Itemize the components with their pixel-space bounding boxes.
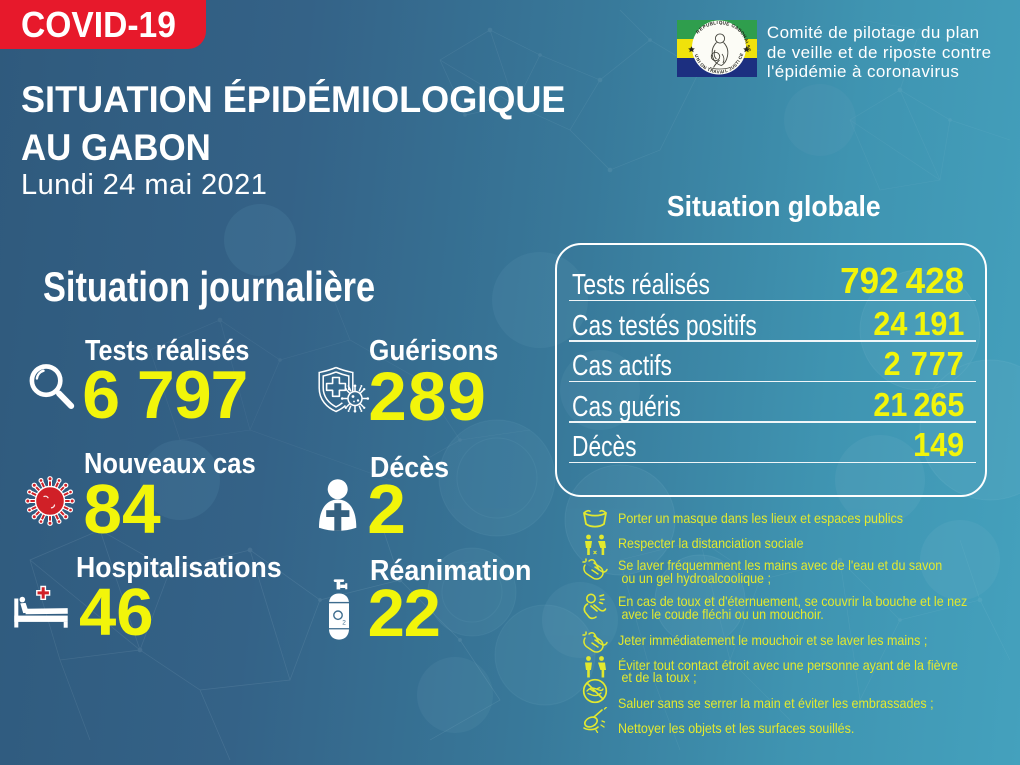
svg-text:E: E bbox=[726, 21, 730, 27]
svg-text:I: I bbox=[723, 69, 725, 74]
svg-text:A: A bbox=[734, 25, 740, 31]
svg-text:E: E bbox=[746, 48, 752, 52]
svg-text:B: B bbox=[737, 27, 743, 33]
svg-text:L: L bbox=[724, 68, 728, 74]
svg-text:J: J bbox=[728, 66, 733, 72]
svg-text:S: S bbox=[745, 44, 751, 49]
svg-text:U: U bbox=[730, 64, 735, 70]
svg-text:O: O bbox=[739, 30, 745, 36]
svg-text:R: R bbox=[710, 68, 715, 74]
svg-text:C: C bbox=[737, 54, 743, 60]
svg-text:A: A bbox=[720, 69, 724, 74]
svg-text:U: U bbox=[705, 22, 710, 28]
svg-text:S: S bbox=[732, 62, 738, 68]
svg-text:2: 2 bbox=[342, 620, 346, 627]
svg-text:N: N bbox=[742, 33, 748, 39]
svg-text:V: V bbox=[717, 69, 720, 74]
svg-text:N: N bbox=[695, 57, 701, 62]
svg-text:P: P bbox=[702, 24, 707, 30]
svg-text:B: B bbox=[709, 21, 714, 27]
svg-text:L: L bbox=[713, 20, 717, 25]
svg-text:U: U bbox=[722, 20, 727, 26]
svg-text:Q: Q bbox=[719, 20, 723, 25]
svg-text:I: I bbox=[736, 59, 741, 63]
svg-text:E: E bbox=[739, 52, 745, 57]
svg-text:I: I bbox=[717, 20, 718, 25]
svg-text:G: G bbox=[731, 23, 737, 29]
svg-text:O: O bbox=[699, 62, 705, 68]
svg-text:T: T bbox=[734, 60, 740, 66]
svg-text:E: E bbox=[699, 26, 704, 32]
svg-text:T: T bbox=[707, 67, 712, 73]
svg-text:I: I bbox=[744, 41, 749, 45]
svg-text:I: I bbox=[697, 60, 701, 64]
svg-text:U: U bbox=[694, 53, 700, 58]
svg-text:A: A bbox=[743, 37, 749, 43]
svg-text:R: R bbox=[695, 28, 701, 34]
svg-text:A: A bbox=[713, 69, 718, 74]
svg-text:N: N bbox=[702, 64, 707, 70]
